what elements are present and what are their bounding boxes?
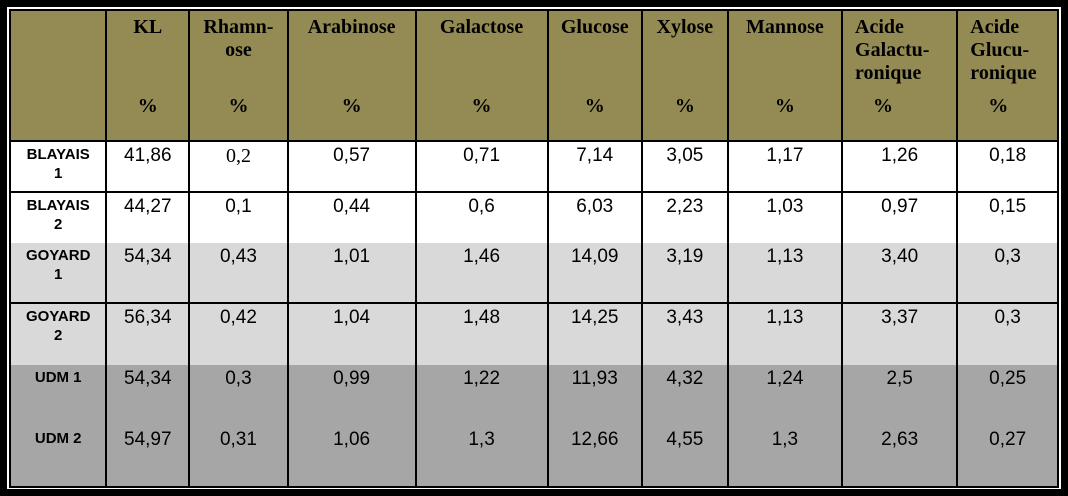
row-label: GOYARD 2 [8, 303, 108, 365]
column-header-label: Galactose [439, 16, 524, 38]
row-label: UDM 1 [8, 365, 108, 426]
table-cell: 0,18 [956, 141, 1059, 193]
column-header-label: Xylose [656, 16, 714, 38]
table-cell: 1,26 [841, 141, 959, 193]
table-cell: 3,40 [841, 243, 959, 304]
column-header-xylose: Xylose% [640, 9, 729, 142]
table-row-blayais-1: BLAYAIS 1 41,86 0,2 0,57 0,71 7,14 3,05 … [8, 141, 1059, 193]
table-cell: 0,57 [286, 141, 417, 193]
row-label: BLAYAIS 2 [8, 192, 108, 243]
table-cell: 1,06 [286, 426, 417, 488]
table-cell: 0,27 [956, 426, 1059, 488]
table-cell: 0,3 [956, 243, 1059, 304]
table-cell: 1,46 [414, 243, 549, 304]
table-cell: 1,24 [726, 365, 844, 426]
column-header-label: Rhamn- ose [203, 16, 274, 61]
percent-label: % [471, 95, 492, 117]
column-header-kl: KL% [105, 9, 191, 142]
header-row: KL% Rhamn- ose% Arabinose% Galactose% Gl… [8, 9, 1059, 142]
percent-label: % [988, 95, 1009, 117]
table-cell: 1,22 [414, 365, 549, 426]
column-header-rhamnose: Rhamn- ose% [188, 9, 289, 142]
column-header-mannose: Mannose% [726, 9, 844, 142]
table-cell: 0,6 [414, 192, 549, 243]
column-header-glucose: Glucose% [546, 9, 643, 142]
table-cell: 0,1 [188, 192, 289, 243]
column-header-label: Acide Galactu- ronique [855, 16, 930, 84]
table-cell: 0,15 [956, 192, 1059, 243]
table-row-blayais-2: BLAYAIS 2 44,27 0,1 0,44 0,6 6,03 2,23 1… [8, 192, 1059, 243]
table-cell: 0,71 [414, 141, 549, 193]
column-header-arabinose: Arabinose% [286, 9, 417, 142]
table-cell: 3,43 [640, 303, 729, 365]
table-cell: 4,55 [640, 426, 729, 488]
table-cell: 1,17 [726, 141, 844, 193]
column-header-label: Arabinose [307, 16, 396, 38]
table-row-goyard-2: GOYARD 2 56,34 0,42 1,04 1,48 14,25 3,43… [8, 303, 1059, 365]
percent-label: % [873, 95, 894, 117]
table-cell: 0,43 [188, 243, 289, 304]
table-cell: 0,97 [841, 192, 959, 243]
percent-label: % [137, 95, 158, 117]
table-cell: 0,44 [286, 192, 417, 243]
table-cell: 3,19 [640, 243, 729, 304]
table-cell: 1,13 [726, 303, 844, 365]
table-cell: 0,3 [188, 365, 289, 426]
table-cell: 0,3 [956, 303, 1059, 365]
percent-label: % [584, 95, 605, 117]
column-header-label: Mannose [746, 16, 824, 38]
table-cell: 12,66 [546, 426, 643, 488]
corner-cell [8, 9, 108, 142]
table-cell: 14,09 [546, 243, 643, 304]
table-cell: 1,13 [726, 243, 844, 304]
percent-label: % [774, 95, 795, 117]
table-cell: 44,27 [105, 192, 191, 243]
table-row-udm-2: UDM 2 54,97 0,31 1,06 1,3 12,66 4,55 1,3… [8, 426, 1059, 488]
composition-table: KL% Rhamn- ose% Arabinose% Galactose% Gl… [8, 9, 1059, 488]
table-cell: 0,2 [188, 141, 289, 193]
table-cell: 0,25 [956, 365, 1059, 426]
table-cell: 0,99 [286, 365, 417, 426]
column-header-acide-galacturonique: Acide Galactu- ronique% [841, 9, 959, 142]
table-cell: 11,93 [546, 365, 643, 426]
table-cell: 2,23 [640, 192, 729, 243]
table-cell: 41,86 [105, 141, 191, 193]
table-cell: 6,03 [546, 192, 643, 243]
table-cell: 1,3 [726, 426, 844, 488]
percent-label: % [228, 95, 249, 117]
table-cell: 0,42 [188, 303, 289, 365]
table-cell: 14,25 [546, 303, 643, 365]
row-label: GOYARD 1 [8, 243, 108, 304]
table-cell: 1,04 [286, 303, 417, 365]
table-cell: 1,3 [414, 426, 549, 488]
column-header-label: Glucose [560, 16, 629, 38]
table-cell: 54,97 [105, 426, 191, 488]
table-row-udm-1: UDM 1 54,34 0,3 0,99 1,22 11,93 4,32 1,2… [8, 365, 1059, 426]
row-label: UDM 2 [8, 426, 108, 488]
table-cell: 1,48 [414, 303, 549, 365]
table-cell: 54,34 [105, 365, 191, 426]
table-cell: 56,34 [105, 303, 191, 365]
percent-label: % [341, 95, 362, 117]
table-cell: 4,32 [640, 365, 729, 426]
table-cell: 2,63 [841, 426, 959, 488]
table-cell: 3,05 [640, 141, 729, 193]
table-row-goyard-1: GOYARD 1 54,34 0,43 1,01 1,46 14,09 3,19… [8, 243, 1059, 304]
table-cell: 0,31 [188, 426, 289, 488]
table-cell: 7,14 [546, 141, 643, 193]
row-label: BLAYAIS 1 [8, 141, 108, 193]
column-header-label: Acide Glucu- ronique [970, 16, 1037, 84]
percent-label: % [674, 95, 695, 117]
table-cell: 3,37 [841, 303, 959, 365]
column-header-galactose: Galactose% [414, 9, 549, 142]
column-header-acide-glucuronique: Acide Glucu- ronique% [956, 9, 1059, 142]
column-header-label: KL [133, 16, 163, 38]
table-cell: 1,01 [286, 243, 417, 304]
table-cell: 2,5 [841, 365, 959, 426]
table-cell: 54,34 [105, 243, 191, 304]
table-cell: 1,03 [726, 192, 844, 243]
